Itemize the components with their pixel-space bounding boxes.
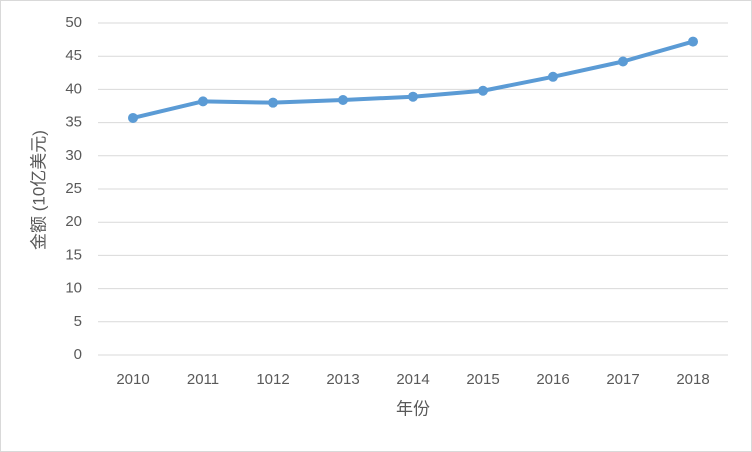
y-tick-label: 0 xyxy=(74,346,82,363)
x-tick-label: 2017 xyxy=(606,371,639,388)
x-tick-label: 2014 xyxy=(396,371,429,388)
y-tick-label: 10 xyxy=(65,280,82,297)
y-axis-title: 金额 (10亿美元) xyxy=(29,130,48,250)
data-point xyxy=(128,112,138,123)
data-point xyxy=(618,56,628,67)
data-point xyxy=(198,96,208,107)
x-tick-label: 2018 xyxy=(676,371,709,388)
y-tick-label: 20 xyxy=(65,213,82,230)
y-tick-label: 50 xyxy=(65,14,82,31)
y-tick-label: 25 xyxy=(65,180,82,197)
x-tick-label: 2015 xyxy=(466,371,499,388)
y-tick-label: 15 xyxy=(65,246,82,263)
data-point xyxy=(338,95,348,106)
data-point xyxy=(548,71,558,82)
x-tick-label: 2011 xyxy=(187,371,219,388)
y-tick-label: 45 xyxy=(65,47,82,64)
y-tick-label: 5 xyxy=(74,313,82,330)
data-point xyxy=(478,85,488,96)
y-tick-label: 40 xyxy=(65,80,82,97)
x-axis-title: 年份 xyxy=(396,399,430,418)
y-tick-label: 35 xyxy=(65,114,82,131)
x-tick-label: 1012 xyxy=(256,371,289,388)
data-point xyxy=(268,97,278,108)
data-point xyxy=(688,36,698,47)
x-tick-label: 2013 xyxy=(326,371,359,388)
data-point xyxy=(408,91,418,102)
y-tick-label: 30 xyxy=(65,147,82,164)
x-tick-label: 2010 xyxy=(116,371,149,388)
x-tick-label: 2016 xyxy=(536,371,569,388)
